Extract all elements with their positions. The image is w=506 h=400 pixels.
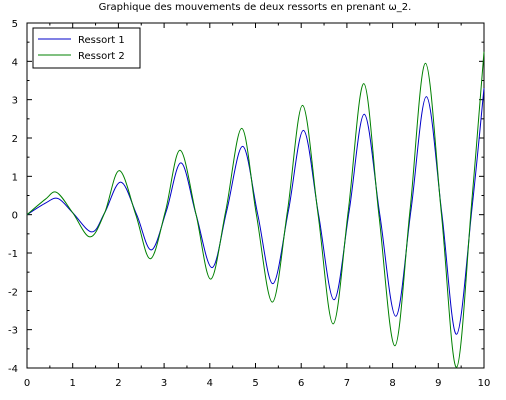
series-line-2 [26,51,485,368]
x-tick-label: 4 [207,378,213,389]
y-axis: -4 -3 -2 -1 0 1 2 3 4 5 [8,19,484,375]
x-tick-label: 7 [344,378,350,389]
x-tick-label: 9 [435,378,441,389]
y-tick-label: 4 [12,57,18,68]
y-tick-label: 0 [12,211,18,222]
legend: Ressort 1 Ressort 2 [32,27,141,69]
x-tick-label: 6 [298,378,304,389]
x-tick-label: 10 [478,378,491,389]
x-tick-label: 5 [252,378,258,389]
y-tick-label: 3 [12,96,18,107]
y-tick-label: -3 [8,326,18,337]
legend-box [32,27,141,69]
series-group [26,51,485,368]
x-tick-label: 8 [389,378,395,389]
x-axis: 0 1 2 3 4 5 6 7 8 9 10 [24,23,491,389]
y-tick-label: 1 [12,172,18,183]
y-tick-label: -1 [8,249,18,260]
legend-label-2: Ressort 2 [78,51,125,62]
y-tick-label: 2 [12,134,18,145]
x-tick-label: 2 [115,378,121,389]
legend-label-1: Ressort 1 [78,35,125,46]
x-tick-label: 0 [24,378,30,389]
plot-area [26,22,485,369]
x-tick-label: 3 [161,378,167,389]
x-tick-label: 1 [70,378,76,389]
y-tick-label: 5 [12,19,18,30]
chart-title: Graphique des mouvements de deux ressort… [99,2,412,13]
y-tick-label: -2 [8,287,18,298]
y-tick-label: -4 [8,364,18,375]
